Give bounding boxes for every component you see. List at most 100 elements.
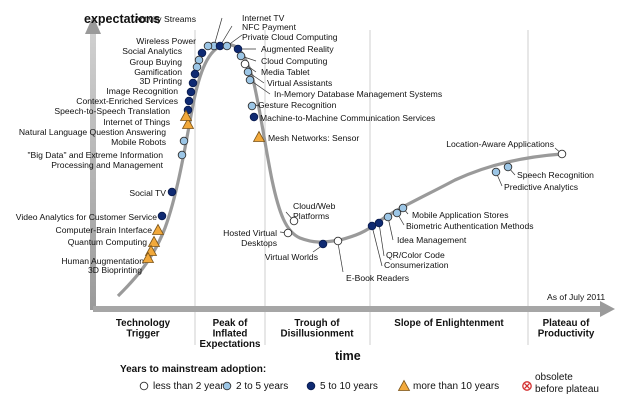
in-memory-database-management-systems-label: In-Memory Database Management Systems [274, 89, 442, 99]
legend-marker-5to10 [306, 381, 316, 391]
machine-to-machine-communication-services-marker [249, 112, 259, 122]
mobile-robots-label: Mobile Robots [111, 137, 166, 147]
media-tablet-label: Media Tablet [261, 67, 310, 77]
qr-color-code-label: QR/Color Code [386, 250, 445, 260]
hype-curve [116, 42, 563, 298]
legend: Years to mainstream adoption: less than … [120, 364, 599, 395]
cloud-web-label-line2: Platforms [293, 211, 329, 221]
axes [85, 16, 615, 317]
y-axis-title: expectations [84, 12, 160, 26]
speech-to-speech-translation-label: Speech-to-Speech Translation [54, 106, 170, 116]
3d-bioprinting-label: 3D Bioprinting [88, 265, 142, 275]
wireless-power-label: Wireless Power [136, 36, 196, 46]
mobile-robots-marker [179, 136, 189, 146]
social-analytics-label: Social Analytics [122, 46, 182, 56]
virtual-assistants-marker [243, 67, 253, 77]
legend-items: less than 2 years 2 to 5 years 5 to 10 yea… [139, 372, 599, 395]
legend-marker-lt2 [139, 381, 149, 391]
y-axis-arrow-icon [85, 16, 101, 34]
predictive-analytics-marker [491, 167, 501, 177]
biometric-authentication-methods-marker [392, 208, 402, 218]
private-cloud-computing-marker [222, 41, 232, 51]
gamification-label: Gamification [134, 67, 182, 77]
image-recognition-label: Image Recognition [106, 86, 178, 96]
nfc-payment-marker [215, 41, 225, 51]
location-aware-applications-marker [557, 149, 567, 159]
biometric-authentication-methods-label: Biometric Authentication Methods [406, 221, 534, 231]
mesh-networks-sensor-marker [252, 130, 266, 142]
qr-color-code-marker [374, 218, 384, 228]
group-buying-label: Group Buying [129, 57, 182, 67]
context-enriched-services-marker [184, 96, 194, 106]
activity-streams-marker [203, 41, 213, 51]
legend-label-2to5: 2 to 5 years [236, 381, 288, 392]
video-analytics-for-customer-service-marker [157, 211, 167, 221]
phase-label-2-line1: Peak of [213, 318, 249, 329]
phase-label-5-line1: Plateau of [543, 318, 591, 329]
computer-brain-interface-label: Computer-Brain Interface [56, 225, 153, 235]
virtual-assistants-label: Virtual Assistants [267, 78, 332, 88]
augmented-reality-marker [233, 44, 243, 54]
nfc-payment-label: NFC Payment [242, 22, 297, 32]
social-tv-marker [167, 187, 177, 197]
as-of-note: As of July 2011 [547, 292, 605, 302]
gesture-recognition-label: Gesture Recognition [258, 100, 337, 110]
social-tv-label: Social TV [129, 188, 166, 198]
phase-label-4-line1: Slope of Enlightenment [394, 318, 504, 329]
phase-dividers [194, 30, 529, 345]
big-data-and-extreme-information-label: "Big Data" and Extreme Information [27, 150, 163, 160]
location-aware-applications-label: Location-Aware Applications [446, 139, 554, 149]
x-axis-arrow-icon [600, 301, 615, 317]
internet-tv-label: Internet TV [242, 13, 285, 23]
phase-label-3-line2: Disillusionment [281, 329, 355, 340]
legend-label-lt2: less than 2 years [153, 381, 229, 392]
e-book-readers-label: E-Book Readers [346, 273, 409, 283]
phase-label-5-line2: Productivity [538, 329, 595, 340]
consumerization-marker [367, 221, 377, 231]
3d-printing-label: 3D Printing [139, 76, 182, 86]
legend-label-5to10: 5 to 10 years [320, 381, 378, 392]
phase-label-2-line2: Inflated [213, 329, 248, 340]
activity-streams-label: Activity Streams [134, 14, 196, 24]
big-data-and-extreme-information-label-line2: Processing and Management [51, 160, 163, 170]
gamification-marker [190, 69, 200, 79]
cloud-computing-label: Cloud Computing [261, 56, 328, 66]
phase-label-1-line1: Technology [116, 318, 171, 329]
speech-recognition-label: Speech Recognition [517, 170, 594, 180]
cloud-web-marker [289, 216, 299, 226]
video-analytics-for-customer-service-label: Video Analytics for Customer Service [16, 212, 157, 222]
hosted-virtual-marker [283, 228, 293, 238]
context-enriched-services-label: Context-Enriched Services [76, 96, 178, 106]
phase-label-3-line1: Trough of [294, 318, 340, 329]
mobile-application-stores-label: Mobile Application Stores [412, 210, 509, 220]
quantum-computing-marker [147, 235, 161, 247]
legend-label-obs-1: obsolete [535, 372, 573, 383]
gesture-recognition-marker [247, 101, 257, 111]
augmented-reality-label: Augmented Reality [261, 44, 334, 54]
3d-printing-marker [188, 78, 198, 88]
computer-brain-interface-marker [151, 223, 165, 235]
legend-marker-2to5 [222, 381, 232, 391]
legend-title: Years to mainstream adoption: [120, 364, 266, 375]
phase-label-2-line3: Expectations [200, 339, 262, 350]
legend-label-obs-2: before plateau [535, 384, 599, 395]
3d-bioprinting-marker [141, 251, 155, 263]
phase-label-1-line2: Trigger [126, 329, 159, 340]
predictive-analytics-label: Predictive Analytics [504, 182, 578, 192]
quantum-computing-label: Quantum Computing [68, 237, 148, 247]
machine-to-machine-communication-services-label: Machine-to-Machine Communication Service… [260, 113, 435, 123]
legend-marker-obs [522, 381, 532, 391]
virtual-worlds-marker [318, 239, 328, 249]
idea-management-marker [383, 212, 393, 222]
legend-label-gt10: more than 10 years [413, 381, 499, 392]
in-memory-database-management-systems-marker [245, 75, 255, 85]
cloud-web-label: Cloud/Web [293, 201, 336, 211]
e-book-readers-marker [333, 236, 343, 246]
markers-layer [141, 41, 567, 263]
consumerization-label: Consumerization [384, 260, 449, 270]
human-augmentation-label: Human Augmentation [61, 256, 144, 266]
media-tablet-marker [240, 59, 250, 69]
